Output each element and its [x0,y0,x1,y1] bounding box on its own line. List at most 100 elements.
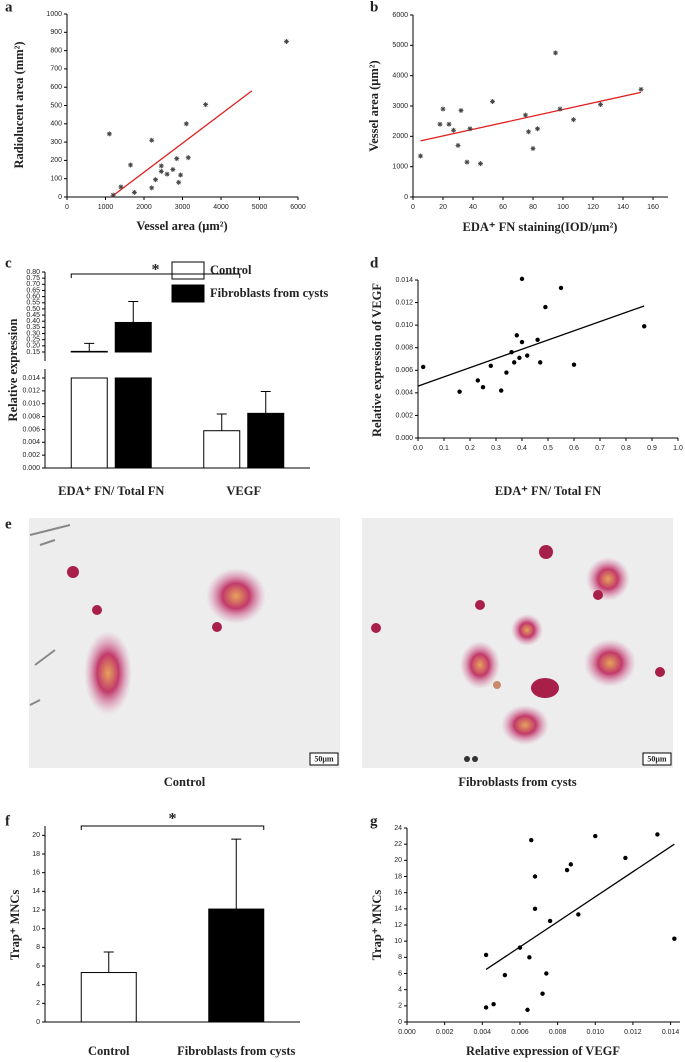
panel-f: f 0 2 4 6 8 10 12 14 16 18 20 Trap⁺ MNCs Control Fibro… [5,811,300,1058]
point [564,867,570,873]
x-category-label: Control [88,1044,130,1058]
x-tick-label: 4000 [213,204,229,211]
point [176,179,182,185]
point [514,333,519,338]
cell [460,641,500,689]
panel-a: a 0 1000 2000 3000 4000 5000 6000 0 100 200 300 400 5… [5,0,306,233]
x-tick-label: 5000 [252,204,268,211]
cell [84,631,132,715]
x-tick-label: 160 [647,204,659,211]
point [530,145,536,151]
bar [80,972,137,1023]
point [547,918,553,924]
point [451,127,456,133]
y-tick-label: 0.014 [395,277,413,284]
x-tick-label: 0.006 [511,1029,529,1036]
y-tick-label: 1000 [46,11,62,18]
point [185,155,191,161]
scale-bar-box [309,752,339,766]
error-bar [216,413,227,431]
point [158,163,164,169]
x-tick-label: 0.3 [491,445,501,452]
point [149,185,155,191]
cell [92,605,102,615]
x-tick-label: 0.5 [543,445,553,452]
error-bar [231,838,242,910]
point [504,370,509,375]
x-tick-label: 80 [529,204,537,211]
significance-bracket [80,825,265,830]
y-tick-label: 4 [398,987,402,994]
x-tick-label: 2000 [136,204,152,211]
point [517,355,522,361]
fit-line [420,91,642,142]
y-tick-label: 0.000 [22,465,40,472]
y-tick-label: 12 [394,922,402,929]
y-tick-label: 16 [394,890,402,897]
x-tick-label: 40 [469,204,477,211]
point [499,388,504,393]
y-tick-label: 0.15 [26,349,40,356]
x-tick-label: 120 [587,204,599,211]
panel-label: f [5,813,11,829]
y-tick-label: 1000 [392,164,408,171]
point [538,360,543,365]
y-tick-label: 0.55 [26,300,40,307]
panel-g: g 0.000 0.002 0.004 0.006 0.008 0.010 0.012 0.01… [370,813,680,1058]
point [418,153,423,159]
point [544,971,549,976]
panel-label: c [5,255,12,271]
micrograph [29,518,340,768]
x-tick-label: 0.008 [549,1029,567,1036]
x-tick-label: 60 [499,204,507,211]
x-tick-label: 0.8 [621,445,631,452]
image-caption: Control [164,775,206,789]
point [598,101,603,107]
cell [593,590,603,600]
legend-swatch [171,284,205,303]
cell [586,557,630,601]
y-tick-label: 22 [394,841,402,848]
y-tick-label: 0.35 [26,324,40,331]
error-bar [84,342,95,352]
y-tick-label: 0.006 [22,426,40,433]
panel-label: e [5,516,12,532]
point [283,38,289,44]
image-caption: Fibroblasts from cysts [458,775,576,789]
x-tick-label: 140 [617,204,629,211]
bar [114,377,152,469]
panel-e-captions: Control 50μm Fibroblasts from cysts 50μm [164,752,672,789]
bar [114,321,152,353]
point [131,189,137,195]
y-tick-label: 0.40 [26,318,40,325]
panel-c: c 0.000 0.002 0.004 0.006 0.008 0.010 0.012 0.01… [5,255,341,498]
x-tick-label: 0.2 [465,445,475,452]
x-axis-label: EDA⁺ FN/ Total FN [495,484,601,498]
bar [203,430,241,469]
cell [371,623,381,633]
y-axis-label: Radiolucent area (mm²) [12,41,26,168]
scale-bar-box [642,752,672,766]
point [526,129,531,135]
x-tick-label: 0 [65,204,69,211]
x-tick-label: 6000 [290,204,306,211]
error-bar [260,391,271,414]
x-tick-label: 0 [411,204,415,211]
debris [472,756,478,762]
y-tick-label: 0 [58,194,62,201]
point [638,86,644,92]
y-axis-label: Relative expression [6,319,20,422]
x-tick-label: 0.010 [587,1029,605,1036]
point [455,142,461,148]
point [535,337,540,343]
legend-swatch [171,261,205,280]
y-tick-label: 0.006 [395,367,413,374]
x-category-label: EDA⁺ FN/ Total FN [58,484,164,498]
point [106,131,112,137]
point [110,192,116,198]
debris [464,756,470,762]
point [490,98,495,104]
error-bar [103,951,114,973]
y-tick-label: 800 [50,47,62,54]
